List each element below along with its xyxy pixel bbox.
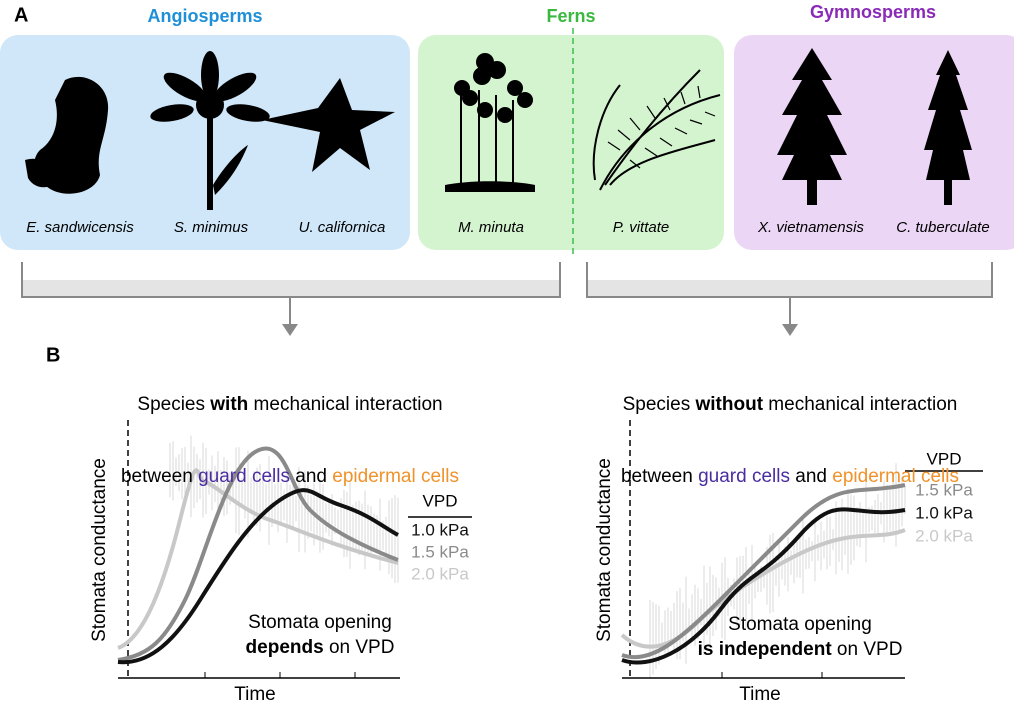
title-line: between guard cells and epidermal cells — [60, 465, 520, 489]
t: between — [620, 466, 699, 487]
t: without — [695, 394, 764, 415]
t: and — [290, 466, 333, 487]
arrow-head — [282, 324, 298, 336]
curve-1kpa — [621, 507, 906, 665]
species: S. minimus — [174, 219, 249, 236]
arrow-head — [782, 324, 798, 336]
note-rest: on VPD — [324, 637, 395, 658]
curve-2kpa — [117, 468, 399, 650]
legend-entry: 1.5 kPa — [915, 480, 973, 499]
group-title: Gymnosperms — [810, 2, 936, 22]
angiosperm-box — [0, 35, 410, 250]
t: mechanical interaction — [248, 394, 443, 415]
legend-title: VPD — [927, 449, 962, 468]
panel-label: B — [46, 344, 60, 366]
note: depends on VPD — [246, 637, 395, 658]
species: X. vietnamensis — [757, 219, 864, 236]
species: U. californica — [299, 219, 386, 236]
title-line: Species with mechanical interaction — [60, 393, 520, 417]
note: Stomata opening — [728, 614, 872, 635]
panel-label: A — [14, 4, 28, 26]
x-ticks — [204, 672, 356, 678]
bracket-fill — [588, 280, 991, 296]
y-label: Stomata conductance — [594, 458, 615, 642]
bracket-fill — [23, 280, 559, 296]
plant-silhouettes — [25, 48, 972, 210]
x-label: Time — [739, 684, 781, 705]
t: mechanical interaction — [763, 394, 958, 415]
gymnosperm-box — [734, 35, 1014, 250]
species: P. vittate — [613, 219, 669, 236]
species: M. minuta — [458, 219, 524, 236]
t: guard cells — [198, 466, 290, 487]
t: with — [210, 394, 249, 415]
t: Species — [622, 394, 696, 415]
curve-1kpa — [117, 488, 399, 665]
species: C. tuberculate — [896, 219, 989, 236]
group-title: Ferns — [546, 6, 595, 26]
group-title: Angiosperms — [147, 6, 262, 26]
t: epidermal cells — [832, 466, 959, 487]
title-line: between guard cells and epidermal cells — [560, 465, 1014, 489]
fern-box — [418, 35, 724, 250]
chart-title: Species without mechanical interaction b… — [560, 345, 1014, 513]
curve-1-5kpa — [117, 446, 399, 662]
legend-entry: 1.0 kPa — [915, 503, 973, 522]
t: and — [790, 466, 833, 487]
t: guard cells — [698, 466, 790, 487]
note-bold: is independent — [698, 639, 833, 660]
note-bold: depends — [246, 637, 324, 658]
legend-entry: 2.0 kPa — [915, 526, 973, 545]
curve-1-5kpa — [621, 483, 906, 660]
t: epidermal cells — [332, 466, 459, 487]
title-line: Species without mechanical interaction — [560, 393, 1014, 417]
note: Stomata opening — [248, 612, 392, 633]
legend-entry: 2.0 kPa — [411, 564, 469, 583]
note-rest: on VPD — [832, 639, 903, 660]
curve-2kpa — [620, 528, 906, 649]
legend-entry: 1.0 kPa — [411, 520, 469, 539]
y-label: Stomata conductance — [89, 458, 110, 642]
legend-entry: 1.5 kPa — [411, 542, 469, 561]
chart-title: Species with mechanical interaction betw… — [60, 345, 520, 513]
legend-title: VPD — [423, 491, 458, 510]
x-ticks — [721, 672, 823, 678]
t: between — [120, 466, 199, 487]
note: is independent on VPD — [698, 639, 903, 660]
x-label: Time — [234, 684, 276, 705]
t: Species — [137, 394, 211, 415]
species: E. sandwicensis — [26, 219, 134, 236]
